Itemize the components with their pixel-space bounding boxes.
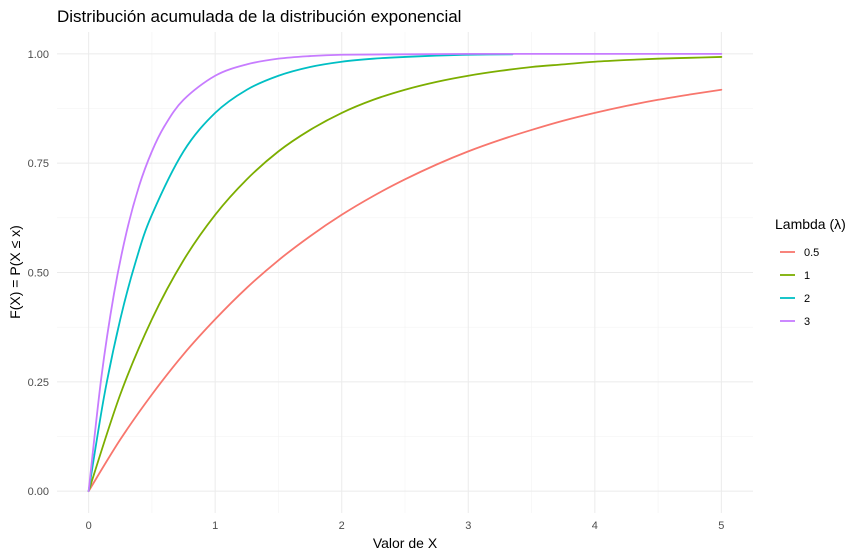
y-tick-label: 0.50 [28, 268, 49, 280]
series-line-2 [87, 53, 514, 493]
grid [57, 32, 753, 513]
y-axis-label: F(X) = P(X ≤ x) [7, 225, 23, 319]
x-axis-ticks: 0 1 2 3 4 5 [86, 520, 725, 532]
legend-label-0-5: 0.5 [804, 247, 819, 259]
y-tick-label: 0.75 [28, 158, 49, 170]
series-line-3 [87, 52, 723, 493]
y-tick-label: 0.25 [28, 377, 49, 389]
x-tick-label: 0 [86, 520, 92, 532]
x-tick-label: 4 [592, 520, 598, 532]
x-tick-label: 2 [339, 520, 345, 532]
y-axis-ticks: 0.00 0.25 0.50 0.75 1.00 [28, 49, 49, 498]
legend-label-3: 3 [804, 316, 810, 328]
series-line-0-5 [87, 88, 723, 493]
legend-title: Lambda (λ) [775, 216, 846, 232]
y-tick-label: 0.00 [28, 486, 49, 498]
series-line-1 [87, 56, 723, 493]
legend: Lambda (λ) 0.5 1 2 3 [775, 216, 846, 328]
x-tick-label: 3 [465, 520, 471, 532]
legend-items: 0.5 1 2 3 [780, 247, 819, 328]
series-lines [87, 52, 723, 493]
x-tick-label: 5 [718, 520, 724, 532]
x-tick-label: 1 [212, 520, 218, 532]
legend-label-1: 1 [804, 270, 810, 282]
y-tick-label: 1.00 [28, 49, 49, 61]
chart-title: Distribución acumulada de la distribució… [57, 7, 461, 26]
legend-label-2: 2 [804, 293, 810, 305]
x-axis-label: Valor de X [373, 535, 438, 551]
